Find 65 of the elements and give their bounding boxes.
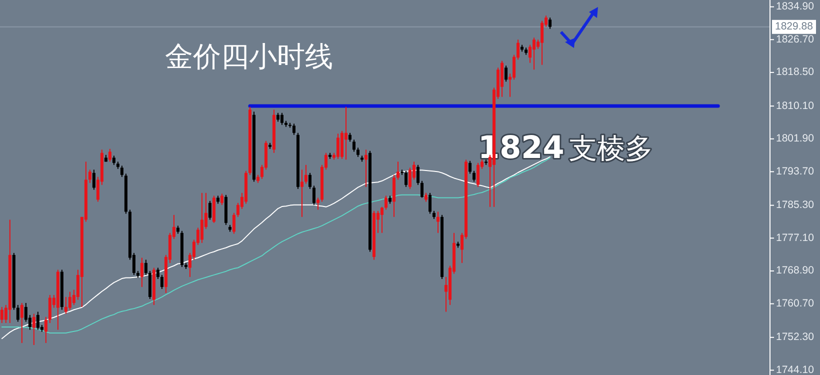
y-tick-label: 1752.30: [776, 331, 814, 344]
candlestick: [88, 169, 92, 184]
candlestick: [436, 211, 440, 234]
candlestick: [344, 106, 348, 160]
candlestick: [352, 139, 356, 152]
candlestick: [20, 302, 24, 344]
candlestick: [112, 155, 116, 166]
candlestick: [68, 291, 72, 310]
candlestick: [312, 185, 316, 206]
y-tick-label: 1834.90: [776, 0, 814, 13]
candlestick: [48, 294, 52, 324]
candlestick: [384, 195, 388, 210]
candlestick: [280, 112, 284, 126]
candlestick: [144, 259, 148, 276]
candlestick: [44, 316, 48, 344]
candlestick: [92, 169, 96, 190]
candlestick: [156, 267, 160, 280]
candlestick: [396, 161, 400, 180]
y-tick-label: 1744.10: [776, 364, 814, 375]
candlestick: [356, 147, 360, 158]
candlestick: [220, 193, 224, 206]
y-tick-label: 1760.70: [776, 298, 814, 310]
candlestick: [300, 169, 304, 218]
candlestick: [316, 197, 320, 210]
candlestick: [36, 311, 40, 330]
candlestick: [416, 164, 420, 186]
candlestick: [476, 162, 480, 188]
candlestick: [548, 17, 552, 30]
y-tick-label: 1785.30: [776, 199, 814, 212]
candlestick: [404, 170, 408, 188]
candlestick: [308, 172, 312, 190]
candlestick: [200, 192, 204, 244]
candlestick: [380, 206, 384, 234]
y-tick-label: 1826.70: [776, 33, 814, 46]
candlestick: [504, 65, 508, 82]
candlestick: [336, 133, 340, 160]
candlestick: [232, 212, 236, 234]
candlestick: [16, 304, 20, 322]
annotation: 支棱多: [569, 132, 653, 165]
y-tick-label: 1768.90: [776, 264, 814, 277]
candlestick: [304, 164, 308, 184]
candlestick: [364, 149, 368, 188]
candlestick: [160, 274, 164, 290]
candlestick: [540, 20, 544, 66]
candlestick: [408, 167, 412, 190]
candlestick: [0, 306, 4, 324]
candlestick: [472, 170, 476, 182]
candlestick: [120, 165, 124, 178]
candlestick: [32, 313, 36, 346]
candlestick: [140, 257, 144, 288]
candlestick: [468, 160, 472, 174]
y-tick-label: 1793.70: [776, 165, 814, 178]
candlestick: [208, 200, 212, 220]
y-tick-label: 1818.50: [776, 66, 814, 78]
candlestick: [292, 123, 296, 136]
y-tick-label: 1810.10: [776, 100, 814, 112]
text: 金价四小时线: [165, 40, 333, 73]
ref-line-label: 1829.88: [775, 20, 814, 33]
y-tick-label: 1801.90: [776, 132, 814, 145]
candlestick: [108, 148, 112, 162]
candlestick: [420, 180, 424, 198]
y-tick-label: 1777.10: [776, 232, 814, 244]
candlestick: [532, 37, 536, 70]
candlestick: [64, 296, 68, 314]
candlestick: [428, 192, 432, 214]
